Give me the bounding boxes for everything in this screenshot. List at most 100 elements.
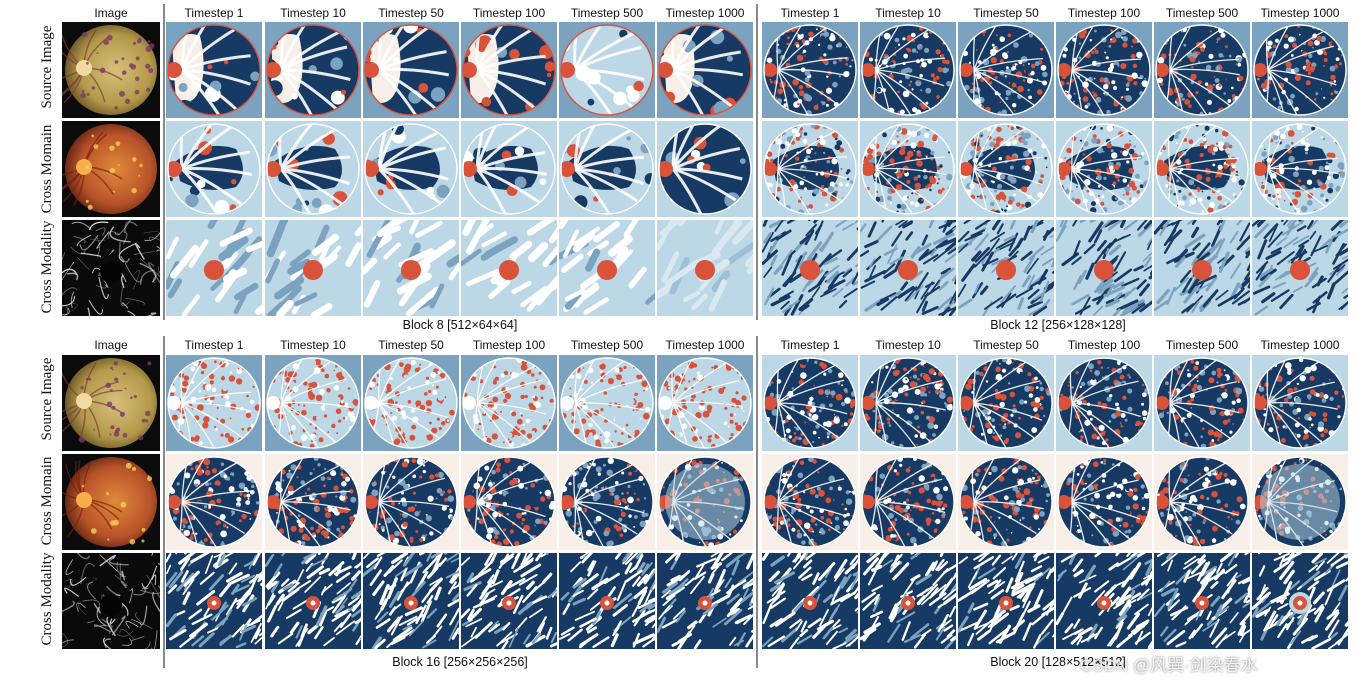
feature-map-tile <box>1154 553 1250 649</box>
octa-cross-modality-thumbnail <box>62 220 160 316</box>
feature-map-tile <box>762 22 858 118</box>
feature-map-tile <box>1154 355 1250 451</box>
feature-map-tile <box>958 355 1054 451</box>
feature-map-tile <box>657 553 753 649</box>
separator-left-bottom <box>163 336 165 668</box>
block-caption-20: Block 20 [128×512×512] <box>990 655 1126 669</box>
feature-map-tile <box>363 121 459 217</box>
feature-map-tile <box>461 454 557 550</box>
block-caption-16: Block 16 [256×256×256] <box>392 655 528 669</box>
feature-map-tile <box>860 355 956 451</box>
block-caption-12: Block 12 [256×128×128] <box>990 318 1126 332</box>
feature-map-tile <box>559 553 655 649</box>
feature-map-tile <box>657 22 753 118</box>
feature-map-tile <box>1154 454 1250 550</box>
timestep-header: Timestep 500 <box>570 6 644 20</box>
feature-map-tile <box>1056 22 1152 118</box>
feature-map-tile <box>363 22 459 118</box>
feature-map-tile <box>1252 220 1348 316</box>
feature-map-tile <box>860 121 956 217</box>
feature-map-tile <box>1056 454 1152 550</box>
feature-map-tile <box>166 553 262 649</box>
timestep-header: Timestep 1 <box>184 6 244 20</box>
feature-map-tile <box>461 121 557 217</box>
feature-map-tile <box>265 553 361 649</box>
timestep-header: Timestep 500 <box>1165 338 1239 352</box>
feature-map-tile <box>1252 355 1348 451</box>
feature-map-tile <box>762 553 858 649</box>
feature-map-tile <box>1252 22 1348 118</box>
feature-map-tile <box>1154 22 1250 118</box>
timestep-header: Timestep 50 <box>973 338 1039 352</box>
octa-cross-modality-thumbnail <box>62 553 160 649</box>
feature-map-tile <box>657 454 753 550</box>
feature-map-tile <box>958 121 1054 217</box>
fundus-cross-domain-thumbnail <box>62 454 160 550</box>
timestep-header: Timestep 100 <box>472 338 546 352</box>
separator-left-top <box>163 4 165 320</box>
feature-map-tile <box>1252 121 1348 217</box>
timestep-header: Timestep 1000 <box>665 338 745 352</box>
feature-map-tile <box>265 454 361 550</box>
feature-map-tile <box>166 22 262 118</box>
separator-middle-bottom <box>756 336 758 668</box>
feature-map-tile <box>958 454 1054 550</box>
feature-map-tile <box>657 220 753 316</box>
row-label-cross-modality-top: Cross Modality <box>39 220 55 314</box>
timestep-header: Timestep 1 <box>780 6 840 20</box>
feature-map-tile <box>1154 220 1250 316</box>
row-label-cross-modality-bottom: Cross Modality <box>39 552 55 646</box>
timestep-header: Timestep 10 <box>875 338 941 352</box>
feature-map-tile <box>166 355 262 451</box>
timestep-header: Timestep 100 <box>1067 6 1141 20</box>
feature-map-tile <box>1056 355 1152 451</box>
separator-middle-top <box>756 4 758 320</box>
timestep-header: Timestep 500 <box>1165 6 1239 20</box>
feature-map-tile <box>1154 121 1250 217</box>
feature-map-tile <box>860 22 956 118</box>
feature-map-tile <box>461 220 557 316</box>
timestep-header: Timestep 1000 <box>1260 338 1340 352</box>
feature-map-tile <box>265 22 361 118</box>
feature-map-tile <box>762 121 858 217</box>
timestep-header: Timestep 50 <box>973 6 1039 20</box>
feature-map-tile <box>461 355 557 451</box>
feature-map-tile <box>762 454 858 550</box>
feature-map-tile <box>166 454 262 550</box>
timestep-header: Timestep 100 <box>1067 338 1141 352</box>
feature-map-tile <box>265 220 361 316</box>
feature-map-tile <box>1252 454 1348 550</box>
timestep-header: Timestep 1000 <box>665 6 745 20</box>
timestep-header: Timestep 1 <box>780 338 840 352</box>
feature-map-tile <box>265 121 361 217</box>
feature-map-tile <box>860 220 956 316</box>
block-caption-8: Block 8 [512×64×64] <box>402 318 518 332</box>
feature-map-tile <box>860 454 956 550</box>
feature-map-tile <box>958 220 1054 316</box>
feature-map-tile <box>559 220 655 316</box>
image-column-label-bottom: Image <box>94 338 128 352</box>
feature-map-tile <box>363 454 459 550</box>
timestep-header: Timestep 1000 <box>1260 6 1340 20</box>
feature-map-tile <box>762 220 858 316</box>
feature-map-tile <box>363 355 459 451</box>
feature-map-tile <box>1056 121 1152 217</box>
feature-map-tile <box>559 22 655 118</box>
feature-map-tile <box>363 220 459 316</box>
feature-map-tile <box>166 121 262 217</box>
feature-map-tile <box>265 355 361 451</box>
feature-map-tile <box>461 553 557 649</box>
timestep-header: Timestep 50 <box>378 6 444 20</box>
csdn-watermark: CSDN @风巽·剑染春水 <box>1080 656 1258 675</box>
timestep-header: Timestep 10 <box>280 338 346 352</box>
feature-map-tile <box>559 454 655 550</box>
timestep-header: Timestep 1 <box>184 338 244 352</box>
feature-map-tile <box>762 355 858 451</box>
fundus-source-thumbnail <box>62 22 160 118</box>
fundus-cross-domain-thumbnail <box>62 121 160 217</box>
feature-map-tile <box>559 121 655 217</box>
timestep-header: Timestep 100 <box>472 6 546 20</box>
feature-map-tile <box>958 553 1054 649</box>
feature-map-tile <box>1056 220 1152 316</box>
feature-map-tile <box>461 22 557 118</box>
